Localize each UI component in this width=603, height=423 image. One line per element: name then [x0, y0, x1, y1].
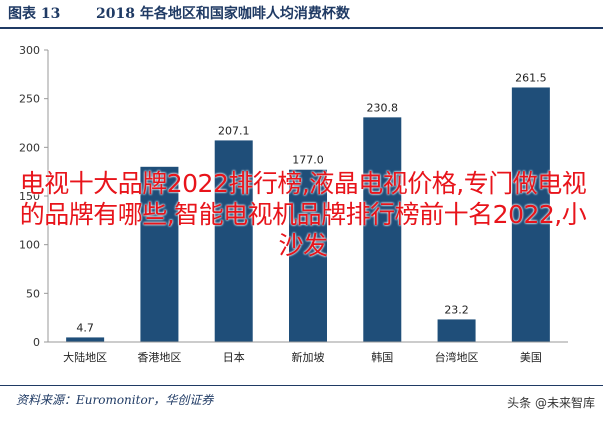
y-axis: 0 50 100 150 200 250 300 — [19, 44, 49, 349]
y-tick-label: 200 — [19, 141, 40, 154]
bar — [289, 169, 327, 342]
chart-title: 2018 年各地区和国家咖啡人均消费杯数 — [96, 6, 350, 22]
footer-divider — [0, 385, 603, 386]
bar-value-label: 177.0 — [292, 154, 324, 167]
bar-value-label: 23.2 — [444, 303, 469, 316]
bar — [140, 166, 179, 342]
y-tick-label: 100 — [19, 239, 40, 252]
x-tick-label: 新加坡 — [292, 350, 325, 364]
y-tick-label: 300 — [19, 44, 40, 57]
header-divider — [0, 27, 603, 29]
x-tick-label: 大陆地区 — [63, 350, 107, 364]
x-tick-label: 韩国 — [371, 350, 393, 364]
watermark: 头条 @未来智库 — [507, 396, 595, 410]
y-tick-label: 50 — [26, 287, 40, 300]
figure-label: 图表 13 — [8, 6, 61, 22]
source-note: 资料来源：Euromonitor，华创证券 — [16, 393, 214, 407]
y-tick-label: 250 — [19, 93, 40, 106]
bar — [363, 117, 402, 342]
bar — [437, 319, 476, 342]
x-tick-label: 台湾地区 — [435, 350, 479, 364]
figure-header: 图表 13 2018 年各地区和国家咖啡人均消费杯数 — [0, 0, 603, 27]
y-tick-label: 0 — [33, 336, 40, 349]
x-axis: 大陆地区 香港地区 日本 新加坡 韩国 台湾地区 美国 — [48, 341, 568, 364]
bar-value-label: 4.7 — [76, 321, 94, 334]
bar — [214, 140, 253, 342]
y-tick-label: 150 — [19, 190, 40, 203]
bar-chart: 0 50 100 150 200 250 300 4.7 207.1 177.0 230.8 23.… — [19, 44, 568, 364]
bar-value-label: 230.8 — [367, 101, 399, 114]
x-tick-label: 香港地区 — [137, 351, 181, 364]
overlay-caption: 电视十大品牌2022排行榜,液晶电视价格,专门做电视的品牌有哪些,智能电视机品牌… — [19, 169, 587, 260]
bar-value-label: 261.5 — [515, 71, 547, 84]
x-tick-label: 日本 — [223, 350, 245, 364]
bar — [511, 87, 550, 342]
x-tick-label: 美国 — [520, 351, 542, 364]
bar-value-label: 207.1 — [218, 124, 250, 137]
bar — [66, 337, 105, 342]
bars-group: 4.7 207.1 177.0 230.8 23.2 261.5 — [66, 71, 550, 342]
